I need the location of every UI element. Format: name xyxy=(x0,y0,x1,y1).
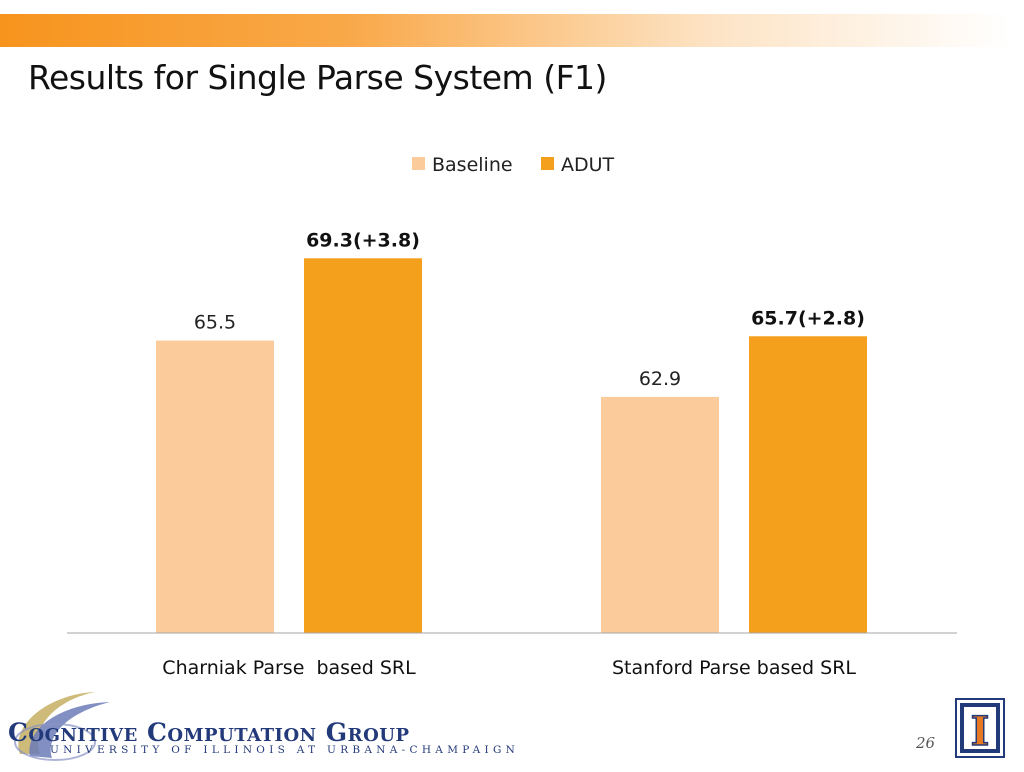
legend-swatch-baseline xyxy=(412,157,425,170)
slide-title: Results for Single Parse System (F1) xyxy=(28,58,607,97)
legend-swatch-adut xyxy=(541,157,554,170)
category-label-stanford: Stanford Parse based SRL xyxy=(612,657,856,679)
ccg-swirl-icon xyxy=(14,692,110,761)
bar-adut-charniak xyxy=(304,258,422,633)
data-label-adut-charniak: 69.3(+3.8) xyxy=(306,229,420,251)
bar-adut-stanford xyxy=(749,336,867,633)
legend-label-baseline: Baseline xyxy=(432,154,513,176)
title-banner xyxy=(0,14,1010,47)
page-number: 26 xyxy=(916,734,936,752)
category-label-charniak: Charniak Parse based SRL xyxy=(162,657,416,679)
bars-group: 65.5 69.3(+3.8) 62.9 65.7(+2.8) xyxy=(156,229,867,633)
ccg-logo xyxy=(0,684,520,768)
bar-baseline-charniak xyxy=(156,340,274,633)
ccg-logo-text: Cognitive Computation Group xyxy=(8,718,410,747)
data-label-baseline-charniak: 65.5 xyxy=(194,312,236,334)
bar-baseline-stanford xyxy=(601,396,719,633)
data-label-baseline-stanford: 62.9 xyxy=(639,368,681,390)
data-label-adut-stanford: 65.7(+2.8) xyxy=(751,307,865,329)
bar-chart: Baseline ADUT 65.5 69.3(+3.8) 62.9 65.7(+2.… xyxy=(67,154,957,679)
legend-label-adut: ADUT xyxy=(561,154,615,176)
uiuc-block-i-icon: I xyxy=(955,698,1005,758)
legend: Baseline ADUT xyxy=(412,154,615,176)
ccg-logo-subtext: University of Illinois at Urbana-Champai… xyxy=(50,744,520,756)
uiuc-seal-letter: I xyxy=(971,708,990,755)
